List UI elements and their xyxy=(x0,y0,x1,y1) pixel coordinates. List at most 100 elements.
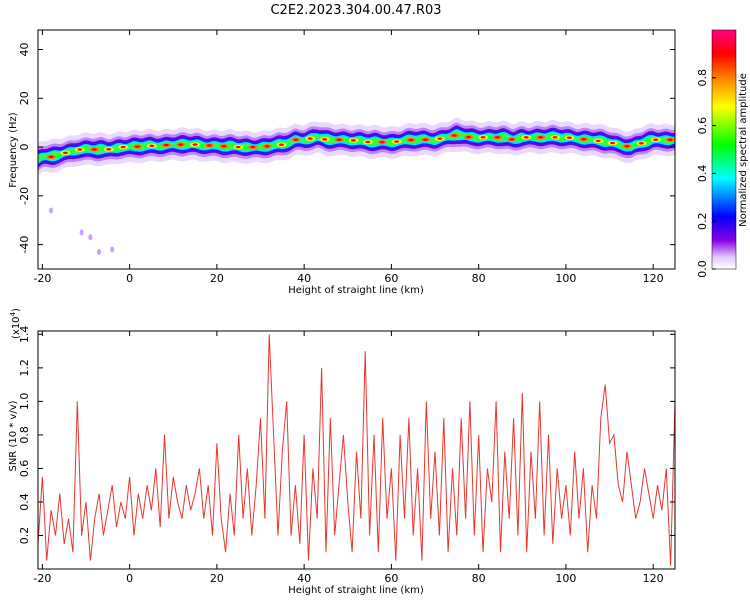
x-tick-label: 100 xyxy=(555,272,576,285)
spectrogram-peak xyxy=(653,138,659,141)
spectrogram-outlier xyxy=(79,229,84,236)
spectrogram-peak xyxy=(581,138,587,141)
spectrogram-peak xyxy=(552,136,558,139)
y-tick-label: -40 xyxy=(18,236,31,254)
spectrogram-peak xyxy=(206,144,212,147)
spectrogram-peak xyxy=(264,145,270,148)
x-tick-label: 80 xyxy=(472,572,486,585)
x-tick-label: 120 xyxy=(643,572,664,585)
y-tick-label: 0.6 xyxy=(18,460,31,478)
spectrogram-peak xyxy=(422,138,428,141)
spectrogram-peak xyxy=(293,138,299,141)
spectrogram-outlier xyxy=(97,248,102,255)
spectrogram-outlier xyxy=(49,207,54,214)
x-tick-label: 40 xyxy=(297,572,311,585)
snr-y-ticks: 0.2 0.4 0.6 0.8 1.0 1.2 1.4 xyxy=(18,326,675,545)
snr-panel: -20 0 20 40 60 80 100 120 0.2 0.4 0.6 0.8 1.0 1.2 1.4… xyxy=(8,308,676,596)
spectrogram-peak xyxy=(336,138,342,141)
y-tick-label: 0.2 xyxy=(18,527,31,545)
colorbar-ticks: 0.0 0.2 0.4 0.6 0.8 xyxy=(696,69,716,278)
y-tick-label: 0 xyxy=(18,144,31,151)
x-tick-label: 60 xyxy=(384,272,398,285)
spectrogram-peak xyxy=(379,140,385,144)
spectrogram-peak xyxy=(307,137,313,140)
y-tick-label: 1.2 xyxy=(18,359,31,377)
spectrogram-peak xyxy=(163,143,169,147)
spectrogram-peak xyxy=(451,134,457,137)
x-tick-label: 0 xyxy=(126,272,133,285)
y-tick-label: 20 xyxy=(18,91,31,105)
spectrogram-peak xyxy=(134,145,140,148)
x-tick-label: 60 xyxy=(384,572,398,585)
x-tick-label: 100 xyxy=(555,572,576,585)
spectrogram-y-axis-label: Frequency (Hz) xyxy=(8,112,19,188)
y-tick-label: 1.0 xyxy=(18,393,31,411)
spectrogram-x-ticks: -20 0 20 40 60 80 100 120 xyxy=(33,30,664,285)
spectrogram-peak xyxy=(322,138,328,141)
spectrogram-peak xyxy=(250,145,256,149)
spectrogram-peak xyxy=(235,145,241,149)
spectrogram-peak xyxy=(624,145,630,148)
spectrogram-outlier xyxy=(88,234,93,241)
spectrogram-peak xyxy=(566,136,572,139)
spectrogram-marks xyxy=(38,117,675,255)
colorbar: 0.0 0.2 0.4 0.6 0.8 Normalized spectral ampl… xyxy=(696,29,749,278)
colorbar-label: Normalized spectral amplitude xyxy=(738,73,749,227)
spectrogram-peak xyxy=(480,136,486,139)
spectrogram-peak xyxy=(350,139,356,142)
spectrogram-peak xyxy=(667,138,673,141)
y-tick-label: 0.8 xyxy=(18,426,31,444)
colorbar-gradient xyxy=(711,29,737,270)
colorbar-tick-label: 0.2 xyxy=(696,212,709,230)
colorbar-tick-label: 0.4 xyxy=(696,165,709,183)
snr-series-line xyxy=(38,334,675,566)
spectrogram-peak xyxy=(221,145,227,148)
spectrogram-peak xyxy=(365,140,371,144)
colorbar-tick-label: 0.0 xyxy=(696,260,709,278)
snr-y-multiplier-close: ) xyxy=(11,308,22,312)
snr-y-axis-label: SNR (10 * v/v) xyxy=(8,400,19,471)
spectrogram-peak xyxy=(408,138,414,142)
spectrogram-peak xyxy=(120,145,126,149)
spectrogram-x-axis-label: Height of straight line (km) xyxy=(288,285,424,296)
x-tick-label: 120 xyxy=(643,272,664,285)
x-tick-label: -20 xyxy=(33,572,51,585)
colorbar-tick-label: 0.6 xyxy=(696,117,709,135)
spectrogram-peak xyxy=(192,143,198,146)
spectrogram-peak xyxy=(466,135,472,139)
spectrogram-peak xyxy=(62,151,68,154)
x-tick-label: -20 xyxy=(33,272,51,285)
spectrogram-peak xyxy=(48,155,54,159)
spectrogram-panel: -20 0 20 40 60 80 100 120 -40 -20 0 20 40 Height of… xyxy=(8,29,676,296)
x-tick-label: 20 xyxy=(210,272,224,285)
spectrogram-peak xyxy=(523,136,529,139)
spectrogram-peak xyxy=(77,148,83,151)
y-tick-label: 40 xyxy=(18,43,31,57)
y-tick-label: -20 xyxy=(18,187,31,205)
figure-title: C2E2.2023.304.00.47.R03 xyxy=(270,3,441,18)
snr-y-multiplier-exponent: 4 xyxy=(9,311,17,316)
spectrogram-peak xyxy=(538,136,544,139)
x-tick-label: 0 xyxy=(126,572,133,585)
y-tick-label: 0.4 xyxy=(18,493,31,511)
spectrogram-frame xyxy=(37,29,676,270)
spectrogram-peak xyxy=(106,148,112,151)
spectrogram-peak xyxy=(91,148,97,151)
x-tick-label: 80 xyxy=(472,272,486,285)
spectrogram-peak xyxy=(394,140,400,143)
snr-y-multiplier: (x104) xyxy=(9,308,22,339)
colorbar-tick-label: 0.8 xyxy=(696,69,709,87)
snr-x-axis-label: Height of straight line (km) xyxy=(288,585,424,596)
spectrogram-peak xyxy=(178,143,184,146)
snr-frame xyxy=(37,330,676,570)
spectrogram-peak xyxy=(149,144,155,148)
spectrogram-peak xyxy=(509,138,515,141)
spectrogram-peak xyxy=(595,139,601,143)
spectrogram-peak xyxy=(610,141,616,145)
spectrogram-peak xyxy=(494,136,500,139)
y-tick-label: 1.4 xyxy=(18,326,31,344)
spectrogram-peak xyxy=(638,142,644,145)
spectrogram-outlier xyxy=(110,246,115,253)
spectrogram-peak xyxy=(278,143,284,146)
